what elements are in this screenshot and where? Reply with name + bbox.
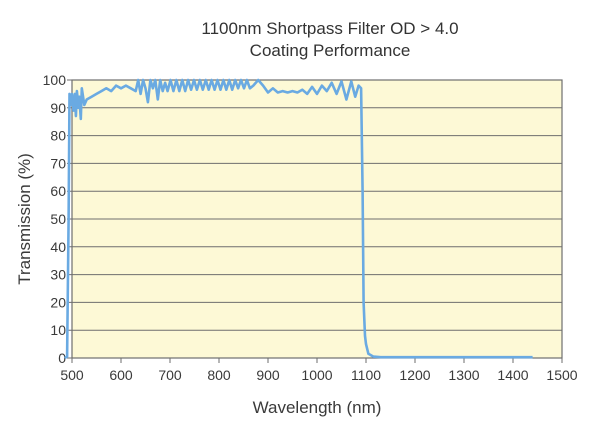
chart-subtitle: Coating Performance [249, 41, 411, 60]
x-tick-label: 900 [256, 367, 280, 383]
x-tick-label: 1400 [497, 367, 528, 383]
y-axis-ticks: 0 10 20 30 40 50 60 70 80 90 100 [43, 72, 67, 366]
y-tick-label: 0 [58, 350, 66, 366]
x-tick-label: 1300 [448, 367, 479, 383]
y-tick-label: 60 [50, 183, 66, 199]
x-tick-label: 1200 [399, 367, 430, 383]
x-tick-label: 1000 [301, 367, 332, 383]
x-axis-ticks: 500 600 700 800 900 1000 1100 1200 1300 1400 1500 [60, 358, 578, 383]
x-tick-label: 500 [60, 367, 84, 383]
y-tick-label: 100 [43, 72, 67, 88]
y-tick-label: 70 [50, 155, 66, 171]
y-tick-label: 10 [50, 322, 66, 338]
transmission-series-line [64, 78, 533, 360]
x-axis-label: Wavelength (nm) [253, 398, 382, 417]
y-tick-label: 30 [50, 267, 66, 283]
gridlines [67, 79, 562, 359]
y-tick-label: 50 [50, 211, 66, 227]
x-tick-label: 1100 [351, 367, 381, 383]
x-tick-label: 1500 [546, 367, 577, 383]
x-tick-label: 600 [109, 367, 133, 383]
y-tick-label: 20 [50, 294, 66, 310]
x-tick-label: 700 [158, 367, 182, 383]
y-axis-label: Transmission (%) [15, 153, 34, 285]
x-tick-label: 800 [207, 367, 231, 383]
y-tick-label: 40 [50, 239, 66, 255]
chart-title: 1100nm Shortpass Filter OD > 4.0 [201, 19, 459, 38]
y-tick-label: 90 [50, 100, 66, 116]
y-tick-label: 80 [50, 128, 66, 144]
